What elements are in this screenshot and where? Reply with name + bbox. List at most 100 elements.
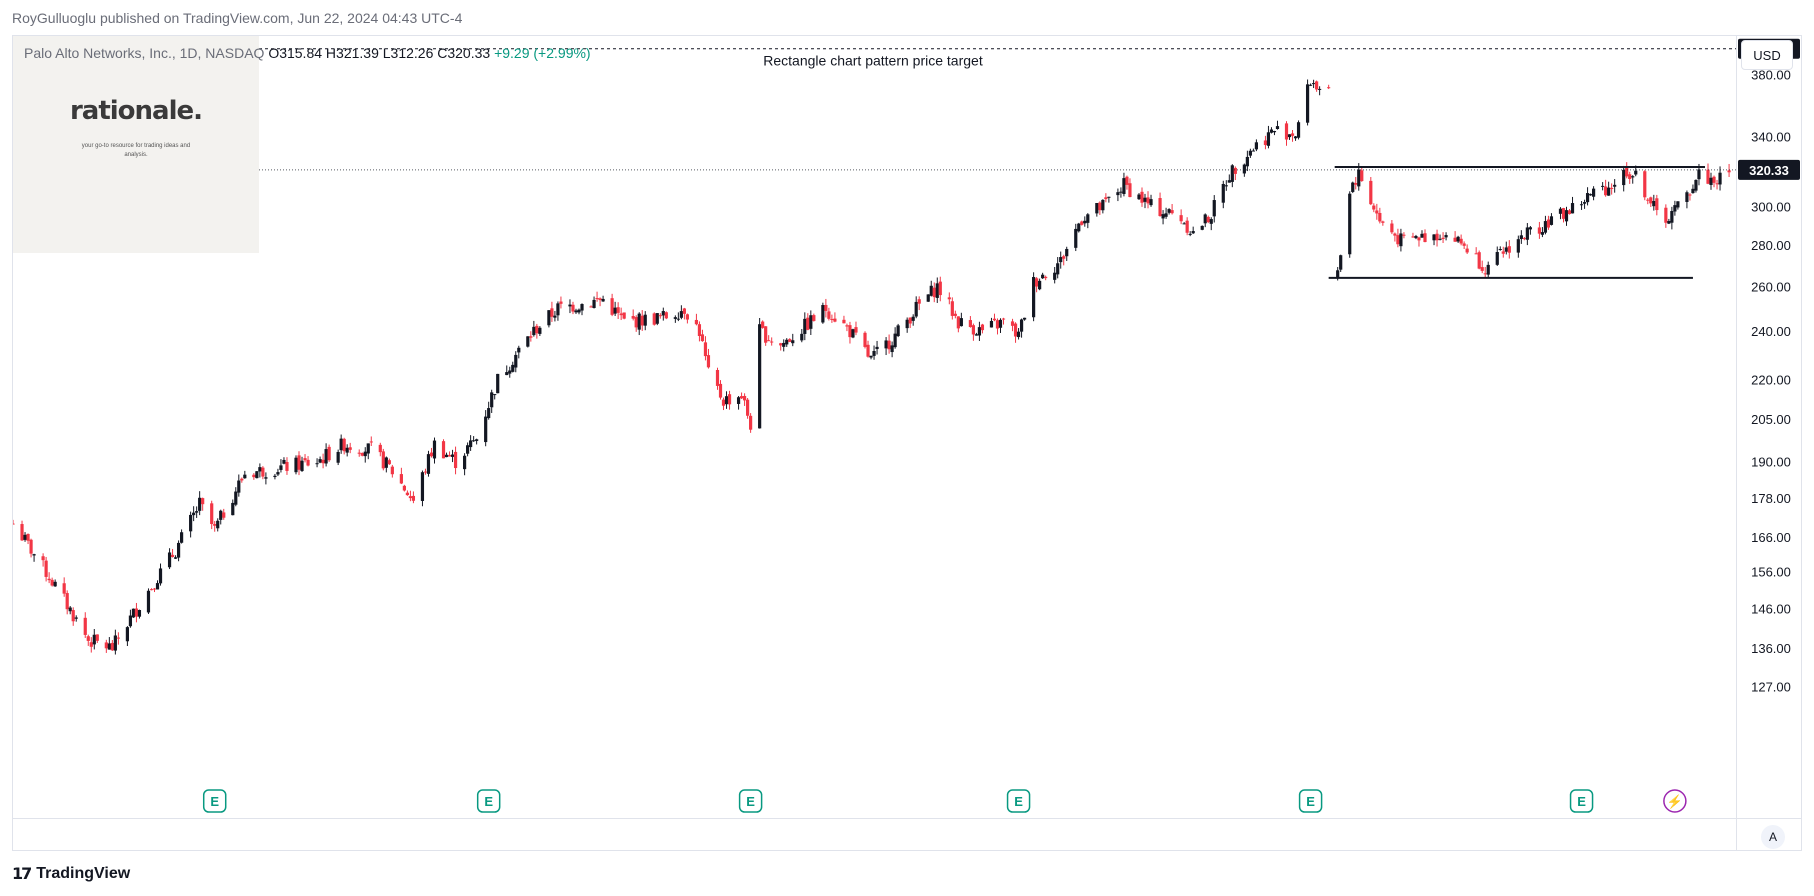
candle-body — [1308, 84, 1313, 86]
earnings-marker-label: E — [210, 794, 219, 809]
candle-body — [369, 441, 373, 443]
candle-body — [706, 355, 711, 368]
candle-body — [360, 453, 364, 456]
candle-body — [589, 306, 593, 308]
candle-body — [1628, 174, 1632, 179]
price-tick-label: 136.00 — [1751, 641, 1791, 656]
candle-body — [863, 332, 867, 347]
candle-body — [261, 467, 265, 477]
candle-body — [914, 301, 918, 317]
candle-body — [1224, 185, 1228, 187]
candle-body — [1242, 164, 1246, 174]
candle-body — [1357, 169, 1361, 187]
candle-body — [363, 451, 367, 457]
candle-body — [1477, 252, 1481, 269]
candle-body — [83, 617, 87, 635]
candle-body — [408, 496, 413, 499]
price-axis-divider — [1736, 36, 1737, 850]
candle-body — [1435, 233, 1439, 241]
candle-body — [1200, 225, 1204, 230]
candle-body — [845, 325, 849, 327]
candle-body — [137, 609, 142, 617]
candle-body — [429, 452, 434, 457]
candle-body — [1287, 134, 1292, 138]
candle-body — [1691, 188, 1695, 194]
candle-body — [444, 454, 449, 458]
candle-body — [264, 477, 268, 479]
candle-body — [113, 635, 117, 651]
candle-body — [1432, 234, 1436, 241]
candle-body — [104, 642, 108, 649]
candle-body — [824, 304, 828, 311]
candle-body — [658, 315, 662, 317]
candle-body — [631, 315, 635, 319]
candle-body — [1582, 202, 1587, 204]
candle-body — [1495, 252, 1499, 265]
candle-body — [782, 342, 786, 347]
candle-body — [315, 463, 319, 465]
candle-body — [1284, 123, 1289, 140]
candle-body — [441, 441, 446, 459]
candle-body — [598, 298, 602, 301]
candle-body — [1360, 170, 1364, 182]
candle-body — [1227, 180, 1231, 183]
candle-body — [571, 304, 575, 312]
candle-body — [1480, 267, 1484, 271]
candle-body — [1221, 183, 1225, 203]
candle-body — [195, 511, 199, 513]
price-tick-label: 280.00 — [1751, 238, 1791, 253]
price-tick-label: 380.00 — [1751, 68, 1791, 83]
candle-body — [715, 370, 720, 386]
candle-body — [167, 552, 172, 568]
time-axis-divider — [13, 818, 1801, 819]
candle-body — [92, 634, 96, 645]
candle-body — [559, 301, 563, 304]
candle-body — [282, 459, 286, 464]
candle-body — [1083, 220, 1087, 224]
candle-body — [851, 329, 855, 338]
candle-body — [1245, 156, 1249, 167]
candle-body — [1125, 176, 1129, 185]
candle-body — [1709, 177, 1713, 185]
earnings-marker-box — [1298, 789, 1323, 813]
candle-body — [1519, 235, 1523, 240]
symbol-label[interactable]: Palo Alto Networks, Inc., 1D, NASDAQ — [24, 45, 265, 61]
candle-body — [505, 372, 509, 376]
price-tick-label: 178.00 — [1751, 491, 1791, 506]
logo-word: rationale. — [69, 96, 203, 126]
candle-body — [466, 445, 470, 454]
auto-scale-button[interactable]: A — [1761, 825, 1785, 849]
candle-body — [1315, 81, 1319, 90]
candle-body — [1579, 204, 1584, 206]
dividend-marker-label: ⚡ — [1667, 794, 1683, 810]
tradingview-brand[interactable]: 17 TradingView — [12, 864, 130, 883]
candle-body — [595, 298, 599, 300]
candle-body — [1022, 317, 1027, 320]
candle-body — [848, 325, 852, 338]
candle-body — [971, 325, 975, 335]
candle-body — [517, 347, 521, 353]
candle-body — [1670, 211, 1674, 223]
candle-body — [1688, 194, 1692, 196]
candle-body — [68, 607, 72, 612]
candle-body — [222, 512, 226, 518]
candle-body — [842, 319, 846, 324]
candle-body — [697, 324, 702, 337]
price-badge — [1738, 159, 1800, 180]
candle-body — [255, 471, 259, 479]
candle-body — [1161, 214, 1165, 219]
candle-body — [1167, 209, 1171, 213]
candle-body — [1441, 237, 1445, 239]
candle-body — [926, 294, 930, 302]
price-tick-label: 260.00 — [1751, 279, 1791, 294]
candle-body — [1044, 276, 1048, 279]
currency-button[interactable]: USD — [1741, 40, 1793, 70]
candle-body — [342, 438, 346, 452]
candle-body — [1140, 191, 1144, 203]
candle-body — [125, 627, 130, 642]
price-tick-label: 340.00 — [1751, 130, 1791, 145]
candle-body — [749, 415, 753, 430]
candle-body — [89, 642, 93, 647]
candle-body — [1399, 233, 1403, 247]
